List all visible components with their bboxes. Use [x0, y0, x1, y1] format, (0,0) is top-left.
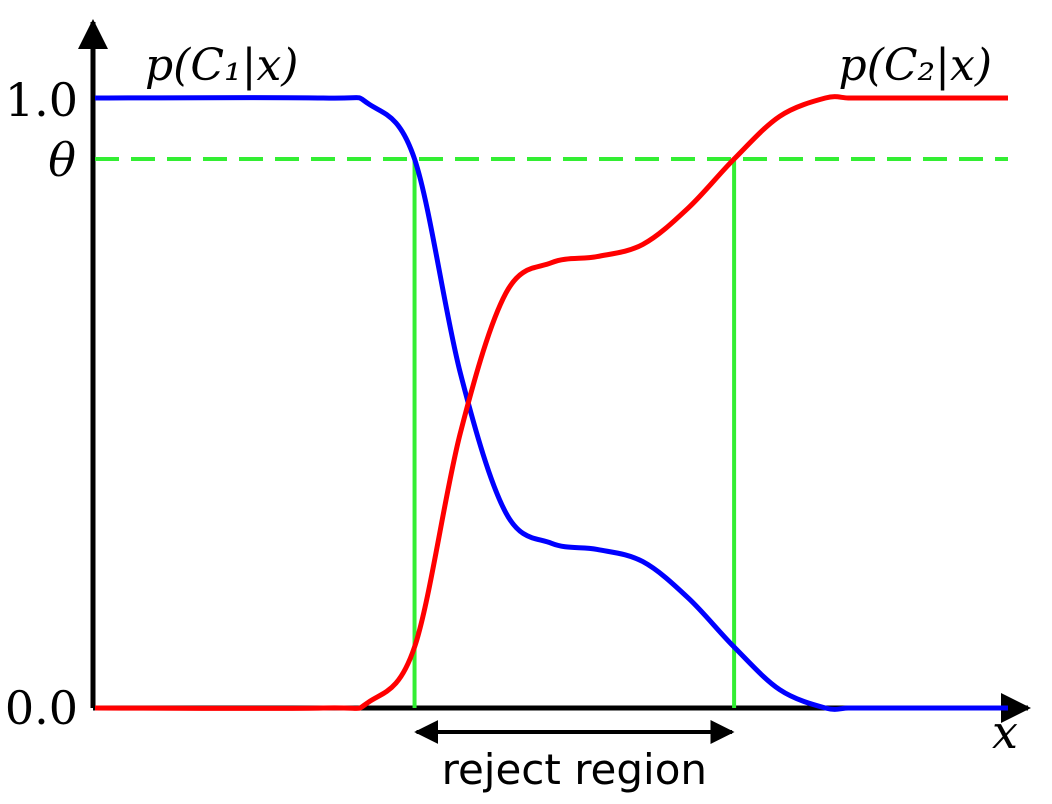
posterior-curve-c1 [94, 95, 1008, 712]
x-axis-label: x [992, 705, 1018, 759]
y-tick-label-0: 0.0 [5, 681, 78, 735]
reject-region-label: reject region [442, 745, 707, 794]
posterior-curve-c2 [94, 94, 1008, 711]
y-tick-label-1: 1.0 [5, 73, 78, 127]
y-tick-label-theta: θ [48, 133, 76, 187]
series-label-c1: p(C₁|x) [145, 40, 298, 91]
series-label-c2: p(C₂|x) [839, 40, 992, 91]
